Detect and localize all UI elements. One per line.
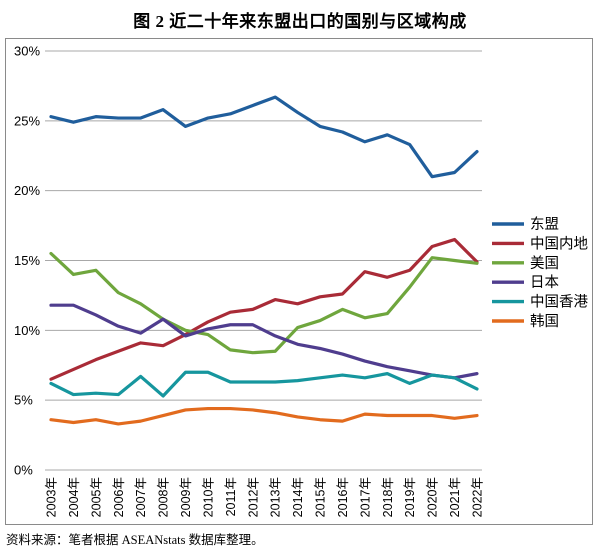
x-tick-2013: 2013年 bbox=[269, 477, 283, 517]
y-tick-10: 10% bbox=[14, 323, 40, 338]
x-tick-2010: 2010年 bbox=[201, 477, 215, 517]
x-tick-2016: 2016年 bbox=[336, 477, 350, 517]
x-tick-2019: 2019年 bbox=[403, 477, 417, 517]
x-tick-2018: 2018年 bbox=[381, 477, 395, 517]
y-tick-5: 5% bbox=[14, 393, 33, 408]
legend-label-usa: 美国 bbox=[530, 255, 559, 272]
x-tick-2007: 2007年 bbox=[134, 477, 148, 517]
x-tick-2020: 2020年 bbox=[426, 477, 440, 517]
y-tick-25: 25% bbox=[14, 113, 40, 128]
y-tick-15: 15% bbox=[14, 253, 40, 268]
legend-label-asean: 东盟 bbox=[530, 216, 559, 233]
x-tick-2011: 2011年 bbox=[224, 477, 238, 516]
x-tick-2021: 2021年 bbox=[448, 477, 462, 517]
chart-area: 0% 5% 10% 15% 20% 25% 30% 2003年 2004年 2005年 2006年 2… bbox=[5, 38, 593, 525]
legend-label-hong-kong: 中国香港 bbox=[530, 294, 588, 311]
x-tick-2012: 2012年 bbox=[246, 477, 260, 517]
series-line-hong-kong bbox=[49, 370, 479, 398]
series-line-south-korea bbox=[49, 406, 479, 426]
y-tick-0: 0% bbox=[14, 463, 33, 478]
y-tick-20: 20% bbox=[14, 183, 40, 198]
source-note: 资料来源：笔者根据 ASEANstats 数据库整理。 bbox=[6, 533, 264, 547]
series-line-asean bbox=[49, 95, 479, 179]
chart-title: 图 2 近二十年来东盟出口的国别与区域构成 bbox=[133, 12, 467, 31]
x-tick-2006: 2006年 bbox=[112, 477, 126, 517]
chart-svg: 0% 5% 10% 15% 20% 25% 30% 2003年 2004年 2005年 2006年 2… bbox=[14, 44, 588, 518]
x-tick-2005: 2005年 bbox=[89, 477, 103, 517]
y-tick-30: 30% bbox=[14, 44, 40, 59]
x-tick-2003: 2003年 bbox=[45, 477, 59, 517]
x-tick-2004: 2004年 bbox=[67, 477, 81, 517]
series-line-usa bbox=[49, 251, 479, 355]
series-line-china-mainland bbox=[49, 237, 479, 381]
x-tick-2022: 2022年 bbox=[470, 477, 484, 517]
series-line-japan bbox=[49, 303, 479, 380]
legend-label-japan: 日本 bbox=[530, 274, 559, 291]
x-tick-2015: 2015年 bbox=[314, 477, 328, 517]
x-tick-2017: 2017年 bbox=[358, 477, 372, 517]
x-tick-2009: 2009年 bbox=[179, 477, 193, 517]
x-tick-2008: 2008年 bbox=[157, 477, 171, 517]
legend-label-south-korea: 韩国 bbox=[530, 313, 559, 330]
x-tick-2014: 2014年 bbox=[291, 477, 305, 517]
legend-label-china-mainland: 中国内地 bbox=[530, 235, 588, 252]
